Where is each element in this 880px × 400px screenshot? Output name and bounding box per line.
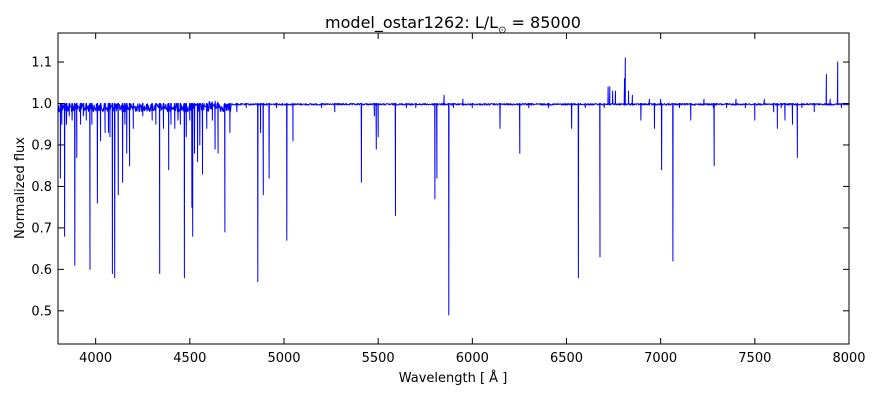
x-tick-label: 5000 — [267, 351, 300, 366]
y-axis: 0.5 0.6 0.7 0.8 0.9 1.0 1.1 — [31, 56, 849, 319]
x-tick-label: 6000 — [456, 351, 489, 366]
chart-title-main: model_ostar1262: L/L — [325, 13, 498, 33]
x-tick-label: 4000 — [79, 351, 112, 366]
x-tick-label: 7500 — [738, 351, 771, 366]
y-axis-label: Normalized flux — [13, 137, 28, 239]
y-tick-label: 0.5 — [31, 304, 52, 319]
chart-title-subscript: ⊙ — [498, 25, 506, 36]
x-tick-label: 5500 — [362, 351, 395, 366]
y-tick-label: 0.8 — [31, 180, 52, 195]
y-tick-label: 0.7 — [31, 221, 52, 236]
y-tick-label: 0.9 — [31, 138, 52, 153]
x-tick-label: 8000 — [832, 351, 865, 366]
spectrum-line — [58, 57, 849, 316]
chart-title: model_ostar1262: L/L⊙ = 85000 — [325, 13, 581, 36]
x-tick-label: 6500 — [550, 351, 583, 366]
x-tick-label: 4500 — [173, 351, 206, 366]
x-axis-label: Wavelength [ Å ] — [399, 370, 508, 386]
y-tick-label: 0.6 — [31, 263, 52, 278]
plot-frame — [57, 32, 850, 345]
x-axis: 4000 4500 5000 5500 6000 6500 7000 7500 8000 — [79, 33, 866, 366]
y-tick-label: 1.0 — [31, 97, 52, 112]
chart-title-value: = 85000 — [506, 13, 580, 32]
x-tick-label: 7000 — [644, 351, 677, 366]
y-tick-label: 1.1 — [31, 56, 52, 71]
plot-area — [58, 57, 849, 316]
